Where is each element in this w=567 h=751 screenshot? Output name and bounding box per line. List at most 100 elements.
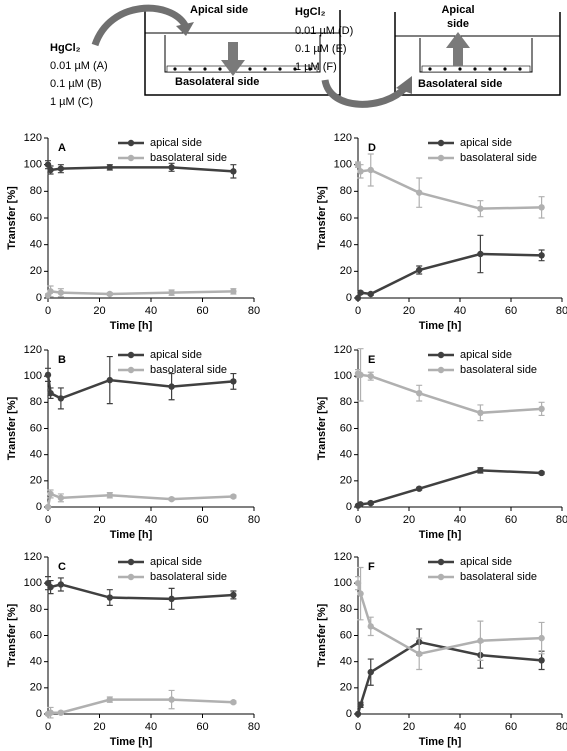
legend-marker	[437, 558, 445, 566]
y-tick-label: 40	[340, 656, 352, 668]
arrow-in	[91, 4, 188, 47]
legend-marker	[437, 351, 445, 359]
y-tick-label: 100	[24, 370, 42, 382]
y-tick-label: 60	[340, 629, 352, 641]
y-tick-label: 120	[334, 551, 352, 563]
arrow-up	[453, 46, 463, 66]
data-point	[230, 493, 237, 500]
panel-letter: F	[368, 561, 375, 573]
y-tick-label: 20	[30, 475, 42, 487]
chart: 0 20 40 60 80 100 120 0 20 40 60 80 Time [h] Transfer…	[316, 551, 567, 748]
y-tick-label: 40	[30, 449, 42, 461]
data-point	[230, 288, 237, 295]
label: HgCl₂	[50, 42, 81, 54]
y-tick-label: 80	[30, 603, 42, 615]
data-point	[367, 623, 374, 630]
y-tick-label: 80	[30, 185, 42, 197]
label: Basolateral side	[175, 76, 259, 88]
well	[394, 12, 561, 96]
chart: 0 20 40 60 80 100 120 0 20 40 60 80 Time [h] Transfer…	[316, 344, 567, 541]
x-tick-label: 80	[248, 721, 260, 733]
y-tick-label: 0	[36, 708, 42, 720]
y-tick-label: 0	[36, 501, 42, 513]
y-tick-label: 80	[340, 185, 352, 197]
data-line	[46, 164, 234, 173]
x-tick-label: 0	[45, 721, 51, 733]
label: 0.1 µM (B)	[50, 78, 102, 90]
y-tick-label: 40	[30, 656, 42, 668]
x-tick-label: 80	[556, 721, 567, 733]
well	[144, 10, 341, 96]
diagram-left: Apical side Basolateral side HgCl₂ 0.01 …	[50, 4, 341, 108]
arrow-head	[176, 22, 194, 36]
arrow-in	[321, 79, 408, 108]
x-tick-label: 40	[145, 514, 157, 526]
legend-label: basolateral side	[460, 364, 537, 376]
data-point	[106, 164, 114, 171]
y-tick-label: 0	[36, 292, 42, 304]
x-tick-label: 40	[145, 721, 157, 733]
legend-label: basolateral side	[150, 152, 227, 164]
y-tick-label: 20	[340, 475, 352, 487]
y-axis-label: Transfer [%]	[6, 186, 18, 250]
y-tick-label: 0	[346, 501, 352, 513]
x-tick-label: 40	[454, 514, 466, 526]
data-point	[106, 492, 114, 499]
data-point	[230, 168, 237, 175]
data-point	[357, 289, 364, 296]
x-tick-label: 60	[505, 721, 517, 733]
legend-marker	[127, 558, 135, 566]
data-point	[357, 168, 364, 175]
x-tick-label: 20	[93, 721, 105, 733]
y-tick-label: 40	[340, 449, 352, 461]
data-point	[57, 395, 65, 402]
data-point	[367, 166, 374, 174]
data-point	[57, 165, 65, 172]
x-tick-label: 0	[45, 514, 51, 526]
data-point	[230, 699, 237, 706]
x-tick-label: 0	[355, 305, 361, 317]
y-tick-label: 20	[340, 682, 352, 694]
y-tick-label: 80	[340, 603, 352, 615]
x-tick-label: 20	[93, 305, 105, 317]
data-point	[477, 409, 484, 416]
x-tick-label: 40	[454, 305, 466, 317]
label: 1 µM (F)	[295, 61, 337, 73]
data-point	[44, 503, 52, 511]
x-tick-label: 60	[196, 514, 208, 526]
cell-layer	[166, 65, 318, 73]
label: 0.01 µM (A)	[50, 60, 108, 72]
data-point	[106, 696, 114, 703]
panel-letter: C	[58, 561, 66, 573]
y-tick-label: 60	[30, 629, 42, 641]
legend-marker	[127, 573, 135, 581]
data-point	[168, 595, 175, 603]
legend-label: basolateral side	[150, 364, 227, 376]
data-point	[354, 294, 362, 302]
y-tick-label: 120	[24, 344, 42, 356]
data-point	[416, 266, 423, 274]
y-axis-label: Transfer [%]	[316, 603, 328, 667]
data-point	[538, 252, 545, 259]
x-tick-label: 80	[248, 305, 260, 317]
data-point	[354, 579, 362, 587]
arrow-down	[228, 42, 238, 62]
panel-letter: A	[58, 142, 66, 154]
panel-letter: E	[368, 354, 375, 366]
chart: 0 20 40 60 80 100 120 0 20 40 60 80 Time [h] Transfer…	[6, 551, 260, 748]
data-point	[47, 166, 54, 174]
legend-marker	[127, 351, 135, 359]
data-point	[168, 495, 175, 503]
data-point	[367, 668, 374, 676]
arrow-head	[396, 76, 412, 94]
y-tick-label: 100	[334, 577, 352, 589]
y-tick-label: 60	[340, 212, 352, 224]
data-point	[168, 289, 175, 296]
y-axis-label: Transfer [%]	[6, 396, 18, 460]
x-axis-label: Time [h]	[419, 529, 462, 541]
y-tick-label: 60	[340, 422, 352, 434]
data-point	[47, 288, 54, 295]
data-point	[357, 371, 364, 379]
y-tick-label: 120	[24, 132, 42, 144]
data-line	[46, 289, 234, 297]
